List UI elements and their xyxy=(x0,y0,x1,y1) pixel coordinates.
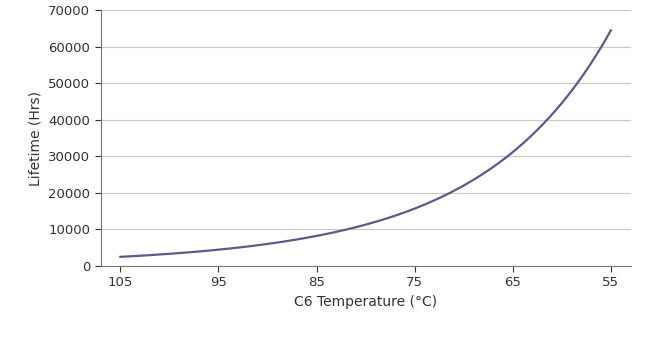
X-axis label: C6 Temperature (°C): C6 Temperature (°C) xyxy=(294,295,437,309)
Y-axis label: Lifetime (Hrs): Lifetime (Hrs) xyxy=(29,91,43,186)
